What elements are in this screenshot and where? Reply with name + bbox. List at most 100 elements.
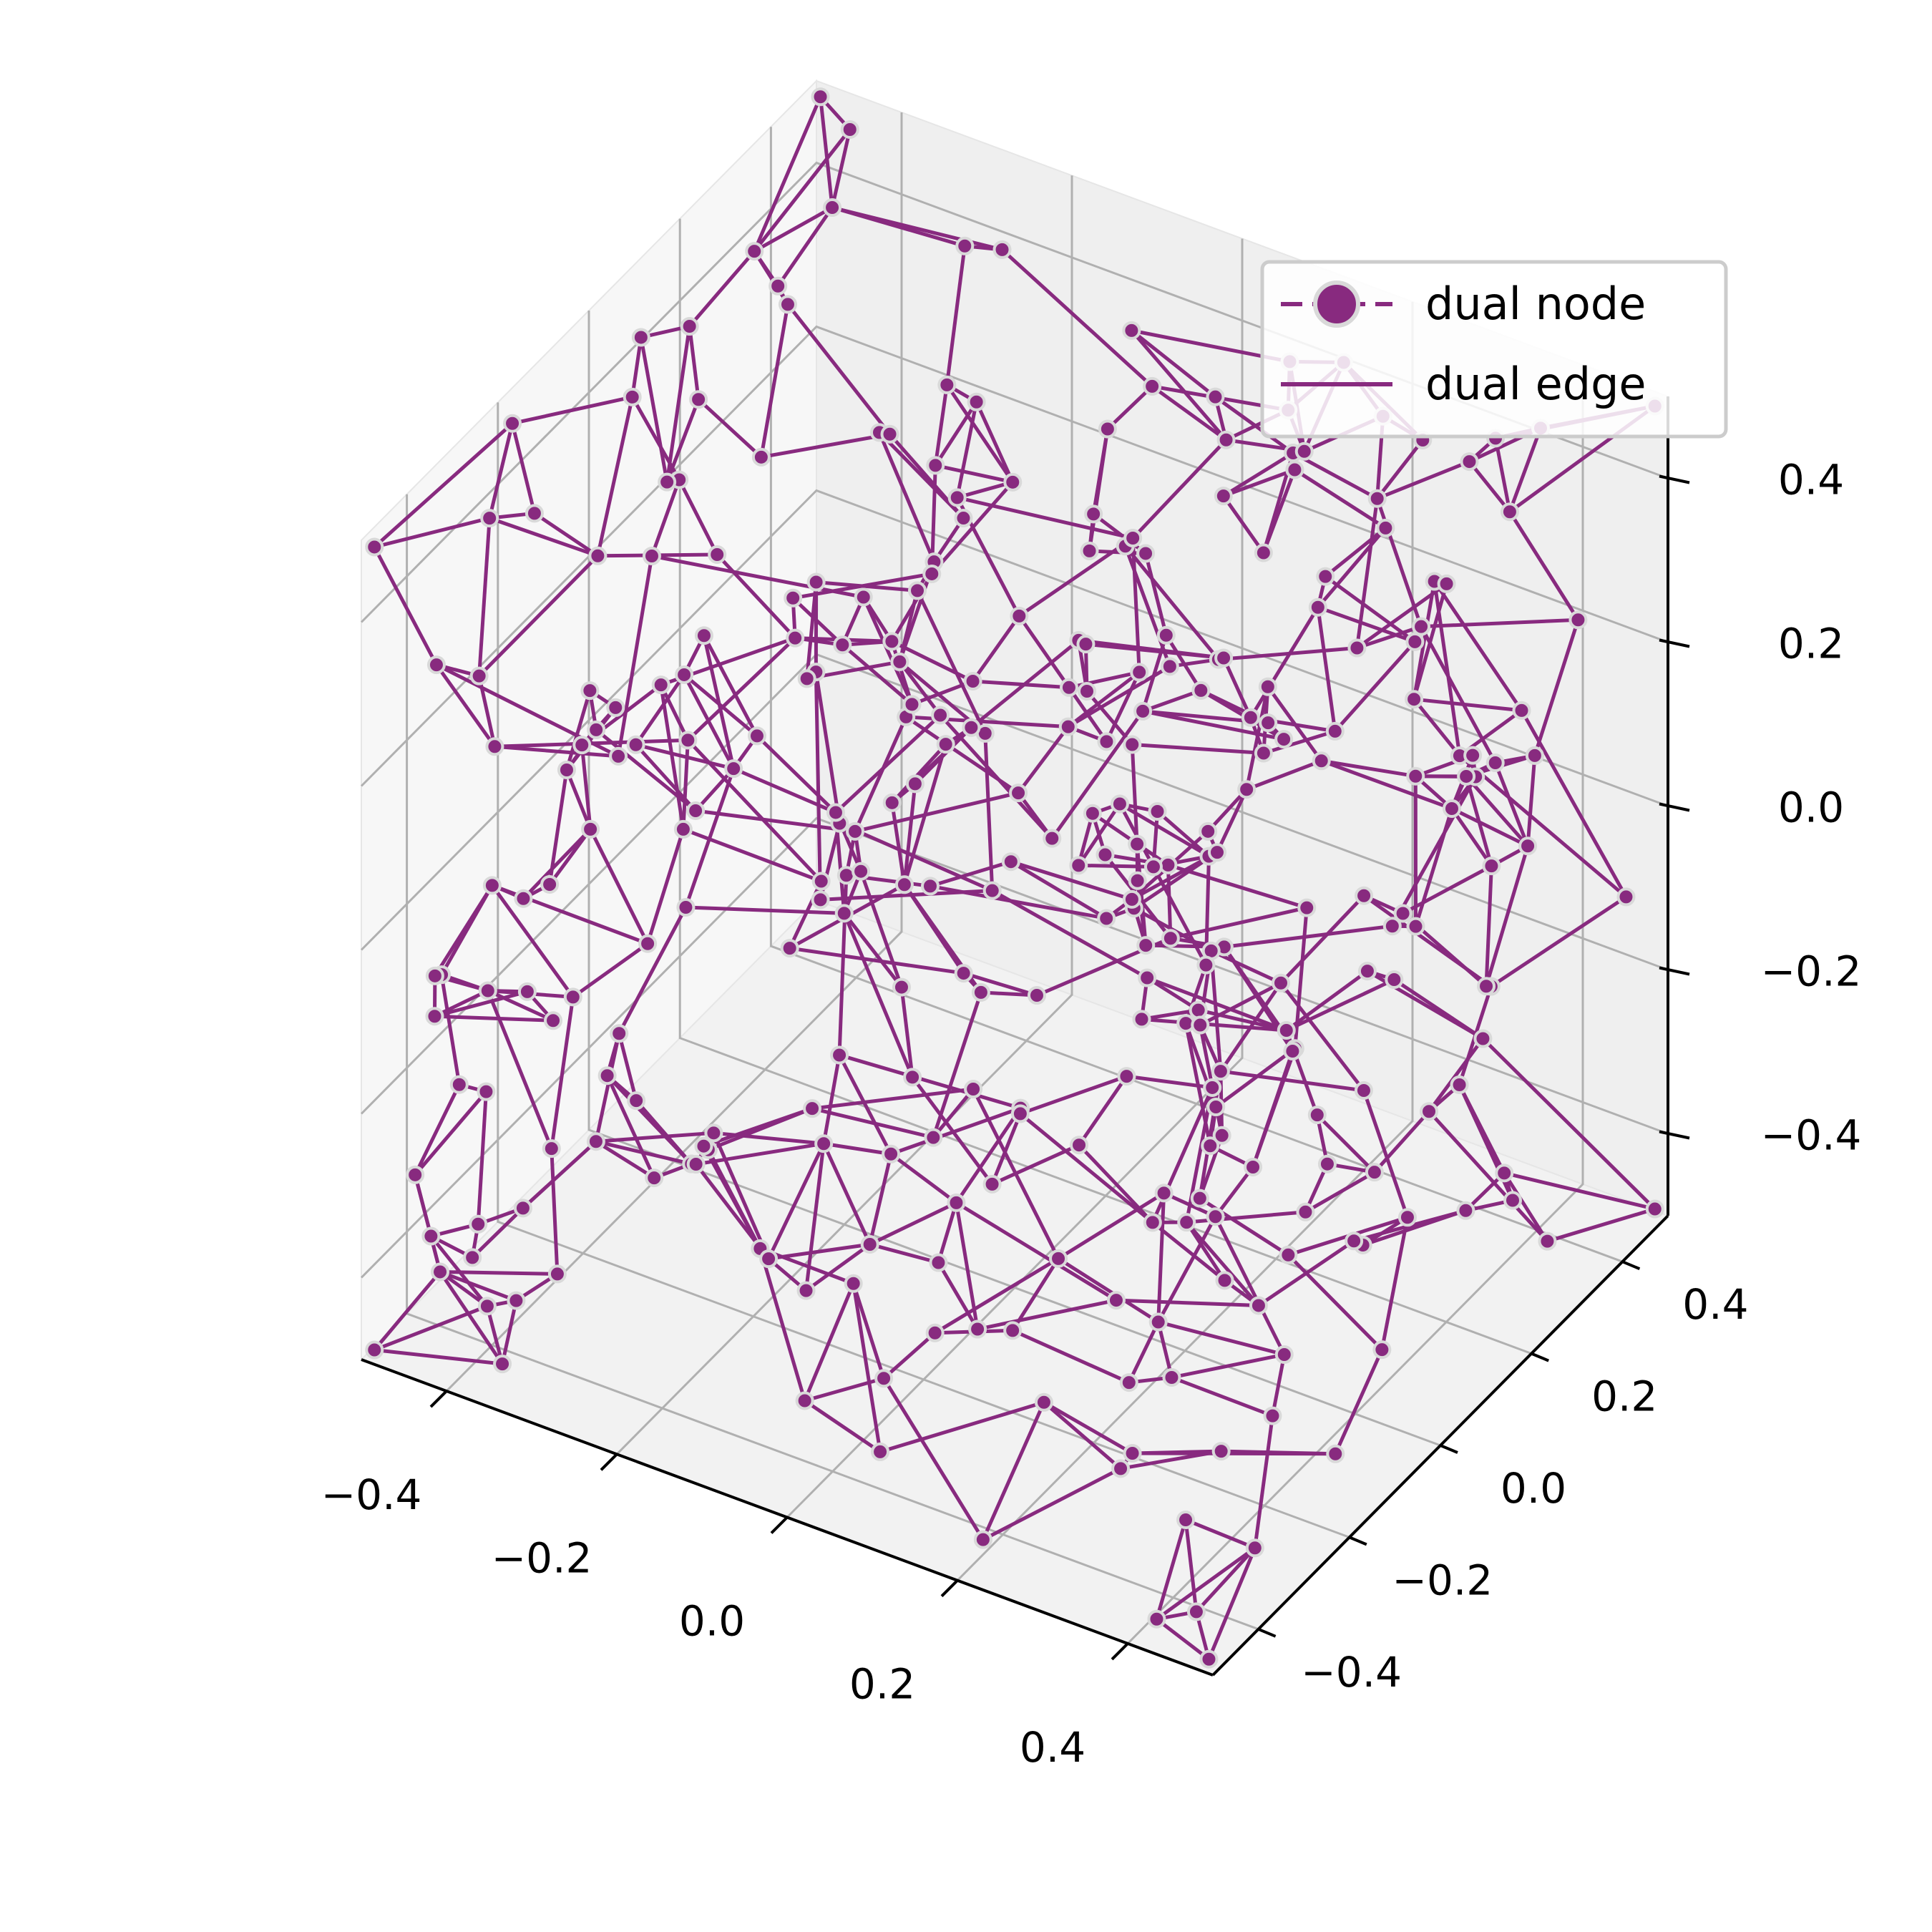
- dual-edge: [1151, 1221, 1226, 1282]
- dual-edge: [1067, 670, 1141, 728]
- dual-edge: [522, 1140, 597, 1210]
- dual-node: [694, 1136, 713, 1156]
- dual-node: [1450, 1075, 1469, 1095]
- dual-node: [1367, 489, 1387, 508]
- dual-edge: [580, 744, 592, 830]
- x-tick-4: [1111, 1642, 1129, 1661]
- dual-node: [982, 881, 1002, 900]
- dual-edge: [1493, 437, 1512, 512]
- dual-edge: [595, 1140, 655, 1180]
- dual-edge: [792, 572, 932, 600]
- dual-node: [1191, 1015, 1210, 1035]
- dual-node: [871, 1442, 890, 1461]
- dual-edge: [434, 663, 497, 748]
- dual-node: [1043, 829, 1062, 848]
- dual-node: [811, 890, 830, 909]
- dual-edge: [814, 672, 823, 900]
- dual-edge: [645, 829, 686, 945]
- grid-x-4: [1126, 364, 1584, 1644]
- dual-edge: [1493, 762, 1530, 847]
- dual-edge: [1428, 1110, 1549, 1243]
- dual-node: [1263, 1406, 1282, 1425]
- dual-edge: [1123, 545, 1220, 661]
- dual-edge: [819, 97, 834, 208]
- dual-node: [1325, 721, 1345, 741]
- dual-node: [908, 581, 927, 600]
- x-axis-ticks: −0.4 −0.2 0.0 0.2 0.4: [321, 1390, 1129, 1772]
- dual-edge: [548, 828, 592, 886]
- dual-edge: [1141, 1008, 1199, 1021]
- dual-edge: [902, 784, 917, 885]
- dual-node: [1312, 751, 1331, 771]
- dual-node: [759, 1249, 779, 1269]
- dual-edge: [859, 870, 904, 988]
- dual-node: [1147, 1609, 1166, 1629]
- dual-edge: [981, 1401, 1046, 1541]
- dual-edge: [1155, 1546, 1257, 1621]
- dual-edge: [758, 1248, 807, 1402]
- dual-node: [1122, 321, 1141, 340]
- dual-edge: [695, 809, 856, 834]
- dual-node: [1154, 1184, 1174, 1203]
- dual-node: [1189, 1000, 1208, 1020]
- y-tick-2: [1440, 1444, 1458, 1454]
- dual-node: [1191, 680, 1211, 700]
- dual-edge: [932, 1088, 975, 1139]
- dual-edge: [804, 1143, 826, 1291]
- z-axis-ticks: −0.4 −0.2 0.0 0.2 0.4: [1659, 456, 1861, 1160]
- dual-node: [689, 390, 708, 409]
- dual-edge: [911, 1075, 994, 1186]
- dual-node: [425, 966, 444, 985]
- dual-edge: [811, 1106, 934, 1140]
- dual-edge: [789, 946, 965, 975]
- dual-edge: [975, 401, 1015, 483]
- dual-node: [1070, 1136, 1089, 1155]
- dual-edge: [1195, 1546, 1257, 1614]
- dual-node: [1138, 968, 1157, 987]
- dual-node: [1412, 617, 1431, 636]
- dual-edge: [617, 906, 688, 1035]
- dual-edge: [1078, 1143, 1154, 1224]
- dual-edge: [823, 1141, 892, 1156]
- dual-edge: [374, 516, 490, 549]
- dual-edge: [1078, 863, 1154, 869]
- y-tick-1: [1349, 1536, 1367, 1546]
- dual-edge: [761, 432, 890, 459]
- y-tick-label-1: −0.2: [1392, 1556, 1493, 1604]
- dual-edge: [834, 713, 942, 814]
- dual-node: [678, 731, 698, 750]
- dual-node: [1069, 856, 1088, 875]
- dual-node: [1206, 1098, 1226, 1117]
- dual-node: [947, 1193, 966, 1212]
- dual-node: [1049, 1249, 1068, 1268]
- dual-edge: [877, 431, 936, 563]
- dual-node: [1190, 1189, 1209, 1208]
- dual-edge: [983, 733, 995, 891]
- dual-edge: [686, 905, 844, 915]
- dual-edge: [550, 997, 575, 1149]
- x-tick-2: [770, 1516, 789, 1534]
- dual-node: [676, 897, 696, 917]
- dual-edge: [688, 326, 701, 400]
- dual-edge: [1010, 860, 1108, 920]
- dual-node: [882, 1144, 901, 1163]
- dual-node: [547, 1264, 567, 1284]
- dual-edge: [1057, 1257, 1160, 1324]
- x-tick-label-3: 0.2: [849, 1660, 915, 1709]
- dual-node: [1355, 886, 1374, 905]
- dual-node: [778, 295, 797, 314]
- dual-edge: [1220, 1069, 1365, 1093]
- legend: dual node dual edge: [1260, 260, 1728, 439]
- dual-edge: [852, 1282, 886, 1380]
- dual-node: [929, 1253, 948, 1272]
- x-tick-label-0: −0.4: [321, 1470, 422, 1519]
- y-tick-label-0: −0.4: [1301, 1648, 1402, 1697]
- dual-edge: [1088, 429, 1110, 552]
- dual-node: [631, 328, 650, 347]
- dual-edge: [413, 1083, 462, 1176]
- dual-node: [1420, 1102, 1439, 1121]
- dual-node: [1211, 1442, 1231, 1461]
- z-tick-0: [1659, 1130, 1690, 1140]
- z-tick-label-0: −0.4: [1761, 1111, 1862, 1160]
- dual-node: [1130, 663, 1149, 682]
